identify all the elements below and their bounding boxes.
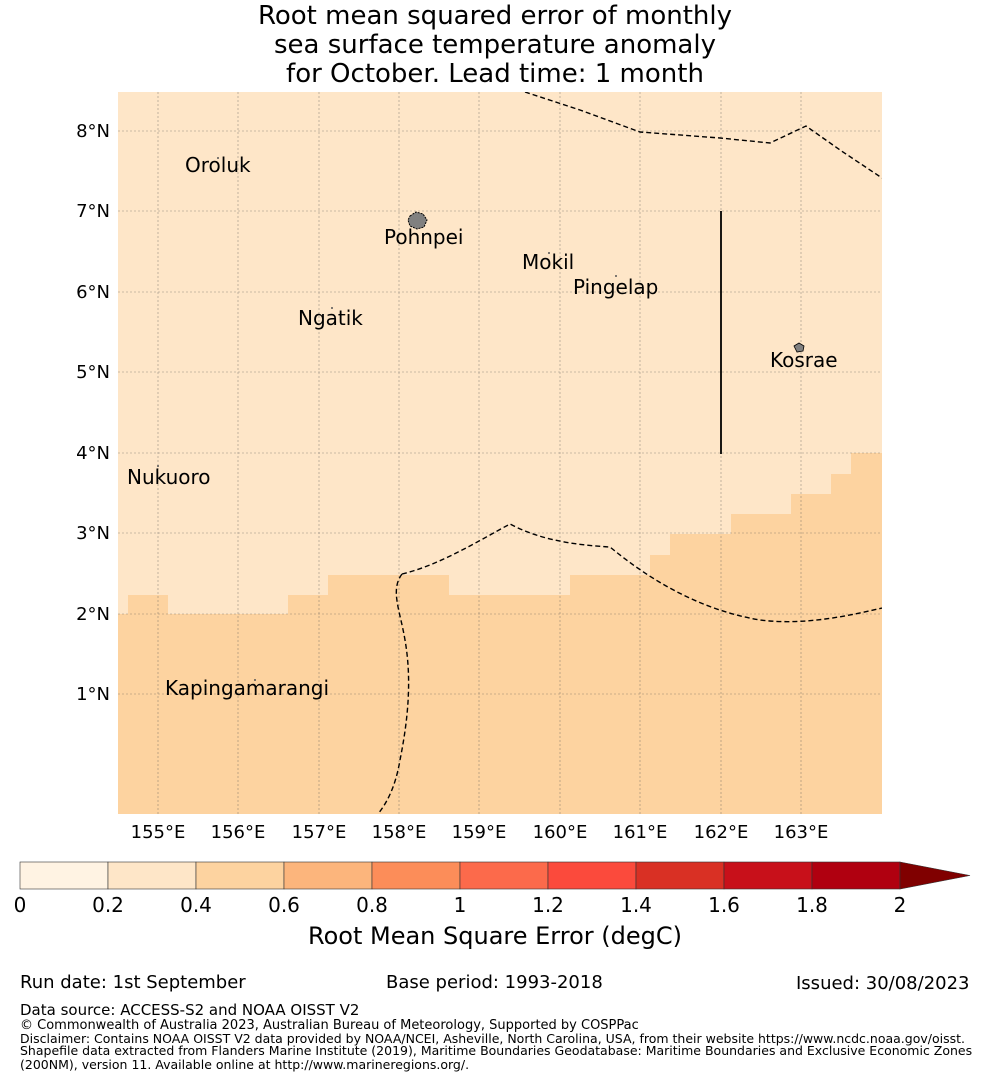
title-line-3: for October. Lead time: 1 month — [286, 59, 704, 89]
map-panel — [118, 92, 882, 814]
colorbar-tick-label: 2 — [894, 893, 907, 917]
disclaimer-line-2: Shapefile data extracted from Flanders M… — [20, 1043, 973, 1058]
mokil-atoll — [548, 252, 550, 254]
eez-boundaries — [377, 92, 882, 814]
ngatik-atoll — [331, 307, 333, 309]
title-line-1: Root mean squared error of monthly — [257, 1, 733, 31]
colorbar-tick-label: 0.2 — [92, 893, 124, 917]
x-tick-label: 156°E — [211, 822, 266, 843]
colorbar-segment — [723, 861, 813, 890]
x-tick-label: 155°E — [131, 822, 186, 843]
chart-title: Root mean squared error of monthly sea s… — [0, 2, 990, 89]
place-labels: Oroluk Pohnpei Mokil Pingelap Ngatik Kos… — [127, 153, 838, 700]
base-period: Base period: 1993-2018 — [386, 972, 603, 993]
label-kosrae: Kosrae — [770, 348, 838, 372]
colorbar-segment — [19, 861, 109, 890]
nukuoro-atoll — [157, 465, 159, 467]
copyright: © Commonwealth of Australia 2023, Austra… — [20, 1018, 639, 1033]
pohnpei-island — [407, 211, 428, 230]
title-line-2: sea surface temperature anomaly — [274, 30, 716, 60]
colorbar-tick-label: 1.6 — [708, 893, 740, 917]
label-pingelap: Pingelap — [573, 275, 658, 299]
y-tick-label: 7°N — [76, 201, 110, 222]
y-tick-label: 5°N — [76, 362, 110, 383]
label-nukuoro: Nukuoro — [127, 465, 211, 489]
colorbar-tick-label: 1.8 — [796, 893, 828, 917]
colorbar-segment — [547, 861, 637, 890]
colorbar-tick-label: 1 — [454, 893, 467, 917]
label-oroluk: Oroluk — [185, 153, 251, 177]
x-axis-ticks: 155°E 156°E 157°E 158°E 159°E 160°E 161°… — [131, 822, 829, 843]
x-tick-label: 157°E — [292, 822, 347, 843]
y-tick-label: 6°N — [76, 282, 110, 303]
label-pohnpei: Pohnpei — [384, 225, 464, 249]
label-mokil: Mokil — [522, 250, 574, 274]
colorbar-tick-label: 1.4 — [620, 893, 652, 917]
x-tick-label: 163°E — [774, 822, 829, 843]
colorbar-tick-label: 0 — [14, 893, 27, 917]
colorbar-tick-label: 1.2 — [532, 893, 564, 917]
data-source: Data source: ACCESS-S2 and NOAA OISST V2 — [20, 1001, 360, 1019]
colorbar-segment — [459, 861, 549, 890]
colorbar-segment — [811, 861, 901, 890]
disclaimer-line-1: Disclaimer: Contains NOAA OISST V2 data … — [20, 1031, 965, 1046]
x-tick-label: 162°E — [694, 822, 749, 843]
x-tick-label: 159°E — [452, 822, 507, 843]
y-tick-label: 1°N — [76, 684, 110, 705]
colorbar-segment — [107, 861, 197, 890]
colorbar-segment — [371, 861, 461, 890]
y-tick-label: 8°N — [76, 121, 110, 142]
graticule — [118, 92, 882, 814]
disclaimer-line-3: (200NM), version 11. Available online at… — [20, 1057, 470, 1072]
colorbar-tick-label: 0.4 — [180, 893, 212, 917]
colorbar-tick-label: 0.6 — [268, 893, 300, 917]
pingelap-atoll — [615, 275, 617, 277]
y-tick-label: 3°N — [76, 523, 110, 544]
colorbar-title: Root Mean Square Error (degC) — [308, 922, 682, 950]
map-figure: Oroluk Pohnpei Mokil Pingelap Ngatik Kos… — [14, 92, 971, 950]
colorbar-segment — [283, 861, 373, 890]
y-tick-label: 2°N — [76, 604, 110, 625]
kapingamarangi-atoll — [254, 679, 256, 681]
rmse-band-high — [118, 453, 882, 814]
colorbar: 0 0.2 0.4 0.6 0.8 1 1.2 1.4 1.6 1.8 2 Ro… — [14, 861, 971, 950]
y-axis-ticks: 1°N 2°N 3°N 4°N 5°N 6°N 7°N 8°N — [76, 121, 110, 705]
label-kapingamarangi: Kapingamarangi — [165, 676, 329, 700]
colorbar-segment — [195, 861, 285, 890]
colorbar-segment — [635, 861, 725, 890]
colorbar-tick-label: 0.8 — [356, 893, 388, 917]
issued-date: Issued: 30/08/2023 — [796, 973, 970, 994]
kosrae-island — [793, 342, 805, 353]
y-tick-label: 4°N — [76, 443, 110, 464]
run-date: Run date: 1st September — [20, 972, 246, 993]
x-tick-label: 158°E — [372, 822, 427, 843]
x-tick-label: 160°E — [533, 822, 588, 843]
oroluk-atoll — [217, 157, 219, 159]
label-ngatik: Ngatik — [298, 306, 363, 330]
x-tick-label: 161°E — [613, 822, 668, 843]
colorbar-extend-arrow — [899, 861, 971, 890]
